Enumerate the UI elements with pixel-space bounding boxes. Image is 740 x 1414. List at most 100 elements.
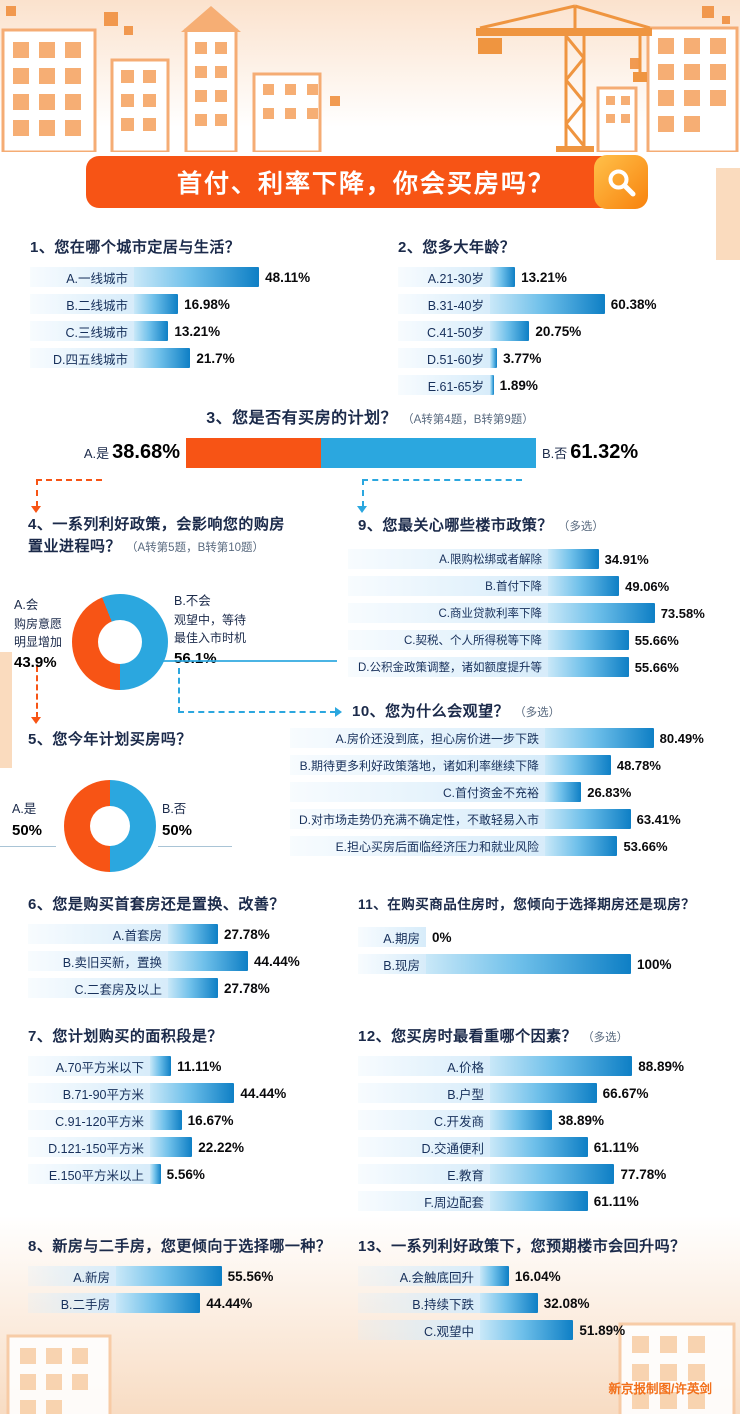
bar (490, 1083, 597, 1103)
bar-value: 60.38% (610, 296, 657, 312)
bar-row: A.期房 0% (358, 927, 740, 947)
bar (490, 1110, 553, 1130)
bar-row: C.观望中 51.89% (358, 1320, 736, 1340)
bar-value: 61.11% (593, 1193, 639, 1209)
bar-label: B.户型 (358, 1083, 490, 1103)
flow-arrow-b-to-q9 (362, 479, 522, 481)
bar (545, 782, 582, 802)
bar (490, 1056, 633, 1076)
title-banner: 首付、利率下降，你会买房吗？ (86, 156, 646, 208)
question-3-note: （A转第4题，B转第9题） (402, 414, 534, 426)
flow-arrow-q4-to-q10 (178, 711, 336, 713)
bar-value: 11.11% (177, 1058, 222, 1074)
bar-label: C.二套房及以上 (28, 978, 168, 998)
bar-label: D.121-150平方米 (28, 1137, 150, 1157)
question-5-donut (64, 780, 156, 872)
bar-value: 51.89% (579, 1322, 626, 1338)
bar-label: C.观望中 (358, 1320, 480, 1340)
bar (490, 1137, 588, 1157)
bar-value: 16.67% (187, 1112, 234, 1128)
question-11: 11、在购买商品住房时，您倾向于选择期房还是现房？ A.期房 0% B.现房 100% (358, 893, 740, 981)
search-icon (608, 169, 636, 197)
bar-row: C.41-50岁 20.75% (398, 321, 733, 341)
q3-segment-no (321, 438, 536, 468)
bar-label: B.二线城市 (30, 294, 134, 314)
question-4-title: 4、一系列利好政策，会影响您的购房 置业进程吗？ （A转第5题，B转第10题） (28, 516, 285, 555)
donut-hole (90, 806, 130, 846)
bar-row: B.二线城市 16.98% (30, 294, 375, 314)
bar (480, 1293, 538, 1313)
bar (490, 321, 530, 341)
bar-value: 44.44% (240, 1085, 287, 1101)
roof-shape (181, 6, 241, 32)
crane-icon (479, 4, 651, 148)
question-12-bars: A.价格 88.89% B.户型 66.67% C.开发商 38.89% D.交通便利 61.… (358, 1056, 736, 1211)
bar-value: 16.98% (184, 296, 230, 312)
question-8-bars: A.新房 55.56% B.二手房 44.44% (28, 1266, 358, 1313)
bar (134, 267, 260, 287)
bar-row: C.三线城市 13.21% (30, 321, 375, 341)
bar-value: 48.78% (616, 757, 661, 773)
bar-row: D.四五线城市 21.7% (30, 348, 375, 368)
bar-row: A.新房 55.56% (28, 1266, 358, 1286)
flow-arrow-a-to-q4 (36, 479, 102, 481)
bar-value: 13.21% (174, 323, 221, 339)
bar-value: 1.89% (499, 377, 538, 393)
bar (116, 1293, 201, 1313)
flow-arrow-b-to-q9 (362, 479, 364, 507)
question-1-title: 1、您在哪个城市定居与生活？ (30, 239, 241, 256)
floating-squares (6, 6, 730, 106)
bar-value: 38.89% (558, 1112, 605, 1128)
bar-label: A.一线城市 (30, 267, 134, 287)
question-12-note: （多选） (582, 1032, 629, 1044)
bar-label: D.公积金政策调整，诸如额度提升等 (348, 657, 548, 677)
question-13: 13、一系列利好政策下，您预期楼市会回升吗？ A.会触底回升 16.04% B.持续… (358, 1235, 736, 1347)
bar-row: A.限购松绑或者解除 34.91% (348, 549, 740, 569)
skyline-illustration (1, 4, 739, 152)
bar-row: B.户型 66.67% (358, 1083, 736, 1103)
bar-label: A.价格 (358, 1056, 490, 1076)
bar-label: A.21-30岁 (398, 267, 490, 287)
q4-segment-a-label: A.会 购房意愿 明显增加 43.9% (14, 598, 63, 671)
bar-label: B.首付下降 (348, 576, 548, 596)
bar-value: 5.56% (166, 1166, 205, 1182)
bar-row: E.担心买房后面临经济压力和就业风险 53.66% (290, 836, 738, 856)
credit-line: 新京报制图/许英剑 (608, 1382, 712, 1396)
bar-label: E.担心买房后面临经济压力和就业风险 (290, 836, 545, 856)
bar-value: 100% (637, 956, 672, 972)
bar-label: C.商业贷款利率下降 (348, 603, 548, 623)
bar-row: A.21-30岁 13.21% (398, 267, 733, 287)
bar-row: B.71-90平方米 44.44% (28, 1083, 358, 1103)
question-6-title: 6、您是购买首套房还是置换、改善？ (28, 896, 285, 913)
bar-label: C.开发商 (358, 1110, 490, 1130)
question-2: 2、您多大年龄？ A.21-30岁 13.21% B.31-40岁 60.38% C.4… (398, 236, 733, 402)
bar-row: D.交通便利 61.11% (358, 1137, 736, 1157)
question-12-title: 12、您买房时最看重哪个因素？ （多选） (358, 1028, 629, 1045)
donut-callout-line (0, 846, 56, 847)
bar-value: 88.89% (638, 1058, 685, 1074)
question-9: 9、您最关心哪些楼市政策？ （多选） A.限购松绑或者解除 34.91% B.首付下降… (348, 514, 740, 684)
bar (150, 1083, 235, 1103)
question-3-title: 3、您是否有买房的计划？ （A转第4题，B转第9题） (206, 410, 534, 427)
bar-row: E.教育 77.78% (358, 1164, 736, 1184)
bar-label: B.71-90平方米 (28, 1083, 150, 1103)
question-4: 4、一系列利好政策，会影响您的购房 置业进程吗？ （A转第5题，B转第10题） A… (0, 514, 348, 729)
arrow-down-icon (357, 506, 367, 513)
bar-label: A.限购松绑或者解除 (348, 549, 548, 569)
bar (426, 954, 631, 974)
bar-label: E.150平方米以上 (28, 1164, 150, 1184)
edge-building-right (716, 168, 740, 260)
bar-value: 77.78% (620, 1166, 667, 1182)
question-2-title: 2、您多大年龄？ (398, 239, 516, 256)
bar (490, 348, 498, 368)
bar-value: 13.21% (521, 269, 567, 285)
bar (134, 294, 179, 314)
bar-value: 80.49% (659, 730, 704, 746)
bar-row: D.51-60岁 3.77% (398, 348, 733, 368)
bar-label: B.现房 (358, 954, 426, 974)
donut-callout-line (162, 660, 337, 662)
question-7-bars: A.70平方米以下 11.11% B.71-90平方米 44.44% C.91-120平… (28, 1056, 358, 1184)
bar (150, 1137, 193, 1157)
bar (548, 549, 599, 569)
